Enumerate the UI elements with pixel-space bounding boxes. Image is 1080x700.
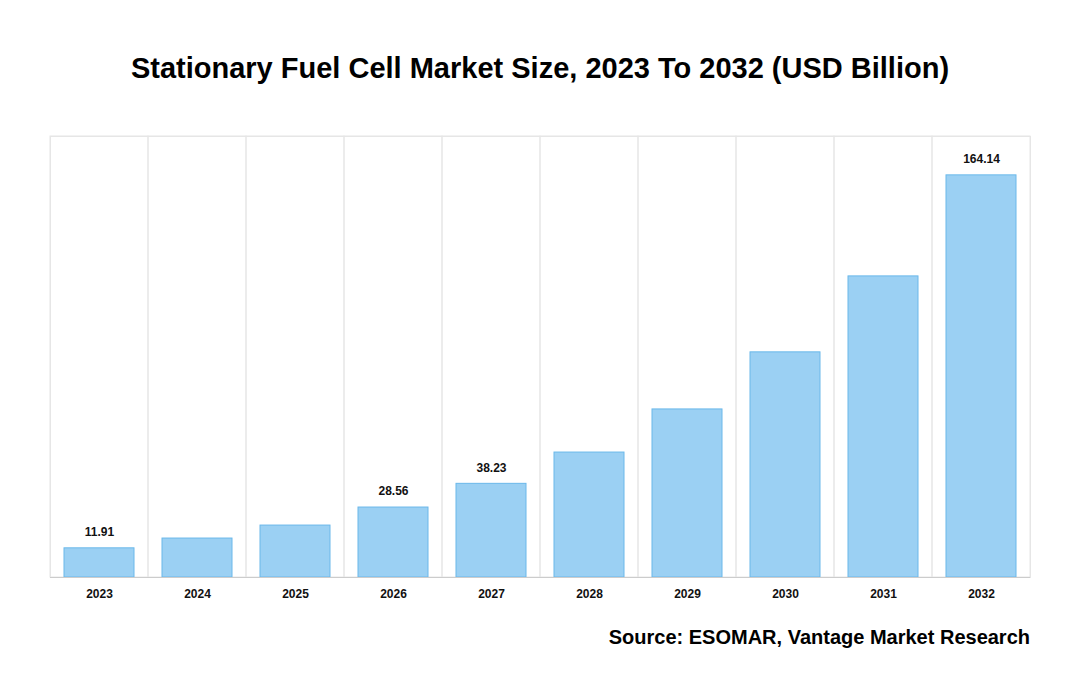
svg-text:2030: 2030 bbox=[772, 587, 799, 601]
svg-text:2032: 2032 bbox=[968, 587, 995, 601]
svg-text:164.14: 164.14 bbox=[963, 152, 1000, 166]
svg-text:38.23: 38.23 bbox=[476, 461, 506, 475]
svg-text:2023: 2023 bbox=[86, 587, 113, 601]
svg-text:2027: 2027 bbox=[478, 587, 505, 601]
svg-text:28.56: 28.56 bbox=[378, 484, 408, 498]
svg-text:2024: 2024 bbox=[184, 587, 211, 601]
svg-text:2029: 2029 bbox=[674, 587, 701, 601]
html-text:Stationary Fuel Cell Market Si: Stationary Fuel Cell Market Size, 2023 T… bbox=[130, 52, 950, 84]
svg-text:2028: 2028 bbox=[576, 587, 603, 601]
svg-text:2031: 2031 bbox=[870, 587, 897, 601]
svg-text:2026: 2026 bbox=[380, 587, 407, 601]
svg-text:2025: 2025 bbox=[282, 587, 309, 601]
html-text:Source: ESOMAR, Vantage Market: Source: ESOMAR, Vantage Market Research bbox=[608, 626, 1030, 648]
svg-text:11.91: 11.91 bbox=[85, 525, 115, 539]
